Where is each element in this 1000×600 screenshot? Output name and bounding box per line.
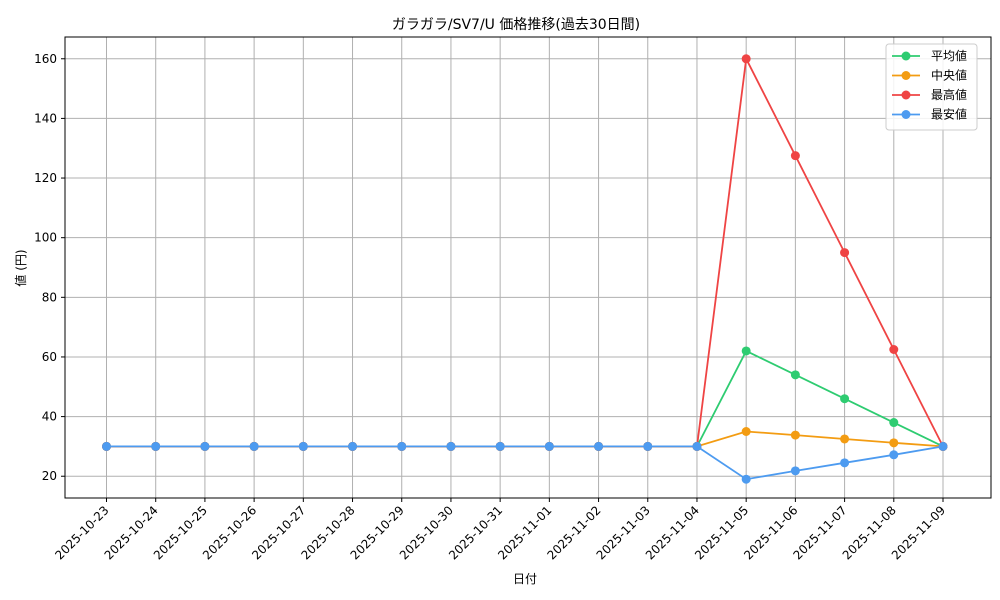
y-tick-label: 100	[34, 231, 57, 245]
series-lines	[102, 54, 948, 484]
plot-area-frame	[64, 36, 992, 499]
series-1	[102, 427, 948, 451]
data-point	[741, 54, 751, 64]
x-axis-label: 日付	[513, 572, 537, 586]
data-point	[790, 151, 800, 161]
grid-lines	[65, 37, 991, 498]
legend-marker	[901, 71, 911, 80]
x-axis-ticks: 2025-10-232025-10-242025-10-252025-10-26…	[52, 498, 948, 562]
legend-marker	[901, 110, 911, 119]
series-line	[106, 445, 944, 481]
series-2	[102, 54, 948, 451]
data-point	[741, 346, 751, 356]
data-point	[249, 441, 259, 451]
data-point	[151, 441, 161, 451]
data-point	[741, 474, 751, 484]
data-point	[446, 441, 456, 451]
data-point	[790, 370, 800, 380]
data-point	[840, 458, 850, 468]
y-axis-label: 値 (円)	[13, 249, 28, 286]
y-tick-label: 40	[42, 410, 57, 424]
series-line	[106, 349, 944, 448]
y-tick-label: 20	[42, 469, 57, 483]
series-line	[106, 55, 944, 448]
series-line	[106, 430, 944, 448]
data-point	[790, 466, 800, 476]
data-point	[840, 434, 850, 444]
data-point	[741, 427, 751, 437]
data-point	[889, 438, 899, 448]
data-point	[790, 430, 800, 440]
series-0	[102, 346, 948, 451]
data-point	[889, 418, 899, 428]
data-point	[200, 441, 210, 451]
data-point	[643, 441, 653, 451]
data-point	[840, 394, 850, 404]
data-point	[889, 450, 899, 460]
y-tick-label: 80	[42, 290, 57, 304]
legend-label: 最高値	[931, 87, 967, 102]
y-axis-ticks: 20 40 60 80 100 120 140 160	[34, 52, 65, 483]
y-tick-label: 60	[42, 350, 57, 364]
data-point	[102, 441, 111, 451]
legend-marker	[901, 90, 911, 100]
y-tick-label: 140	[34, 111, 57, 125]
data-point	[495, 441, 505, 451]
y-tick-label: 120	[34, 171, 57, 185]
data-point	[594, 441, 604, 451]
data-point	[840, 248, 850, 258]
y-tick-label: 160	[34, 52, 57, 66]
data-point	[692, 441, 702, 451]
chart-title: ガラガラ/SV7/U 価格推移(過去30日間)	[392, 17, 640, 33]
legend-label: 中央値	[931, 68, 967, 83]
data-point	[298, 441, 308, 451]
legend-label: 最安値	[931, 107, 967, 122]
data-point	[938, 441, 948, 451]
data-point	[544, 441, 554, 451]
legend-label: 平均値	[931, 48, 967, 63]
data-point	[397, 441, 407, 451]
data-point	[348, 441, 358, 451]
data-point	[889, 345, 899, 355]
legend-marker	[901, 51, 911, 61]
series-3	[102, 441, 948, 484]
legend-box	[885, 43, 978, 131]
